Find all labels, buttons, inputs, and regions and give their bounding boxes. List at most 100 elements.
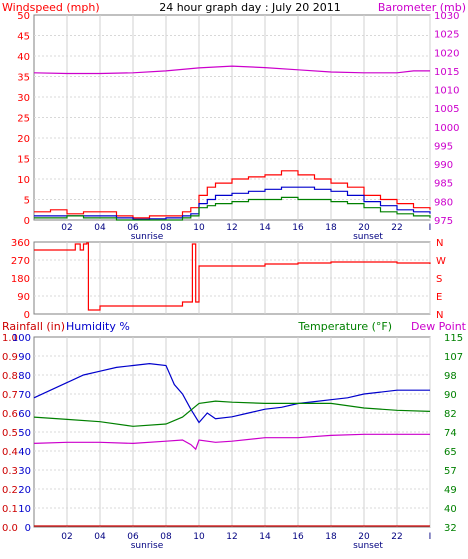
sunrise-label-bottom: sunrise [131,541,164,551]
series-line [33,65,430,75]
rainfall-tick-label: 0.6 [2,409,18,420]
compass-point-label: S [436,274,442,285]
temperature-axis-title: Temperature (°F) [297,320,392,333]
hour-tick-label: 14 [259,223,271,233]
temperature-tick-label: 32 [444,523,457,534]
barometer-tick-label: 1005 [434,104,459,115]
humidity-tick-label: 60 [18,409,31,420]
rainfall-tick-labels: 0.0 0.1 0.2 0.3 0.4 0.5 0.6 0.7 0.8 0.9 1.0 [2,333,18,534]
windspeed-tick-label: 15 [17,155,30,166]
windspeed-tick-label: 50 [17,11,30,22]
hour-tick-label: 06 [127,532,139,542]
hour-tick-label: 08 [160,532,172,542]
windspeed-tick-label: 25 [17,114,30,125]
rainfall-tick-label: 0.5 [2,428,18,439]
compass-point-label: W [436,256,446,267]
direction-degree-label: 360 [11,238,30,249]
windspeed-tick-label: 40 [17,52,30,63]
series-line [34,186,431,220]
temperature-tick-label: 40 [444,504,457,515]
hour-tick-label: 04 [94,532,106,542]
humidity-tick-label: 0 [25,523,31,534]
wind-barometer-panel: Windspeed (mph) 24 hour graph day : July… [2,1,466,242]
hour-tick-label: 18 [325,223,337,233]
windspeed-tick-label: 35 [17,73,30,84]
windspeed-tick-label: 45 [17,32,30,43]
hour-tick-label: 12 [226,223,237,233]
temperature-tick-label: 82 [444,409,457,420]
series-line [33,362,430,424]
windspeed-tick-label: 5 [24,196,30,207]
direction-degree-label: 0 [24,310,30,321]
humidity-tick-label: 80 [18,371,31,382]
hour-tick-label: 22 [391,223,402,233]
humidity-tick-label: 100 [12,333,31,344]
barometer-tick-label: 985 [434,179,453,190]
compass-point-label: E [436,292,442,303]
barometer-tick-labels: 975 980 985 990 995 1000 1005 1010 1015 1020 1025 1… [434,11,459,227]
humidity-tick-label: 30 [18,466,31,477]
hour-tick-label: 20 [358,223,370,233]
hour-tick-label: 10 [193,223,205,233]
windspeed-tick-label: 0 [24,216,30,227]
rainfall-tick-label: 0.2 [2,485,18,496]
series-line [33,400,431,427]
direction-plot-series [34,242,431,311]
hour-tick-label: 12 [226,532,237,542]
temperature-tick-label: 107 [444,352,463,363]
windspeed-tick-labels: 0 5 10 15 20 25 30 35 40 45 50 [17,11,30,227]
compass-point-label: N [436,310,443,321]
rainfall-tick-label: 1.0 [2,333,18,344]
direction-degree-label: 90 [17,292,30,303]
hour-tick-label: 06 [127,223,139,233]
series-line [34,196,431,221]
humidity-tick-label: 50 [18,428,31,439]
temperature-tick-label: 74 [444,428,457,439]
barometer-tick-label: 1020 [434,48,459,59]
series-line [33,433,430,451]
barometer-tick-label: 995 [434,141,453,152]
hour-tick-label: 10 [193,532,205,542]
barometer-tick-label: 1025 [434,30,459,41]
barometer-tick-label: 1000 [434,123,459,134]
humidity-tick-label: 10 [18,504,31,515]
sunset-label-top: sunset [353,232,383,242]
hour-tick-label: 02 [61,223,72,233]
windspeed-tick-label: 20 [17,134,30,145]
series-line [34,242,431,311]
rainfall-tick-label: 0.8 [2,371,18,382]
barometer-axis-title: Barometer (mb) [378,1,466,14]
wind-plot-gridlines [34,15,431,220]
direction-degree-label: 180 [11,274,30,285]
barometer-tick-label: 1030 [434,11,459,22]
sunset-label-bottom: sunset [353,541,383,551]
wind-plot-series [33,65,431,221]
humidity-plot-series [33,362,431,527]
hour-tick-label: 18 [325,532,337,542]
humidity-temperature-panel: Rainfall (in) Humidity % Temperature (°F… [2,320,467,551]
barometer-tick-label: 980 [434,197,453,208]
rainfall-tick-label: 0.0 [2,523,18,534]
windspeed-tick-label: 10 [17,175,30,186]
barometer-tick-label: 990 [434,160,453,171]
dewpoint-axis-title: Dew Point [411,320,467,333]
hour-tick-label: 16 [292,223,304,233]
chart-title: 24 hour graph day : July 20 2011 [159,1,341,14]
hour-tick-label: 02 [61,532,72,542]
direction-plot-gridlines [34,242,431,314]
temperature-tick-label: 57 [444,466,457,477]
temperature-tick-label: 115 [444,333,463,344]
hour-tick-label: 20 [358,532,370,542]
humidity-tick-label: 70 [18,390,31,401]
humidity-axis-title: Humidity % [66,320,130,333]
rainfall-tick-label: 0.3 [2,466,18,477]
temperature-tick-labels: 32 40 49 57 65 74 82 90 98 107 115 [444,333,463,534]
direction-degree-labels: 0 90 180 270 360 [11,238,30,321]
hour-tick-labels-bottom: 02 04 06 08 10 12 14 16 18 20 22 I [61,532,431,542]
rainfall-tick-label: 0.7 [2,390,18,401]
barometer-tick-label: 1010 [434,86,459,97]
hour-tick-label: 16 [292,532,304,542]
rainfall-tick-label: 0.4 [2,447,18,458]
